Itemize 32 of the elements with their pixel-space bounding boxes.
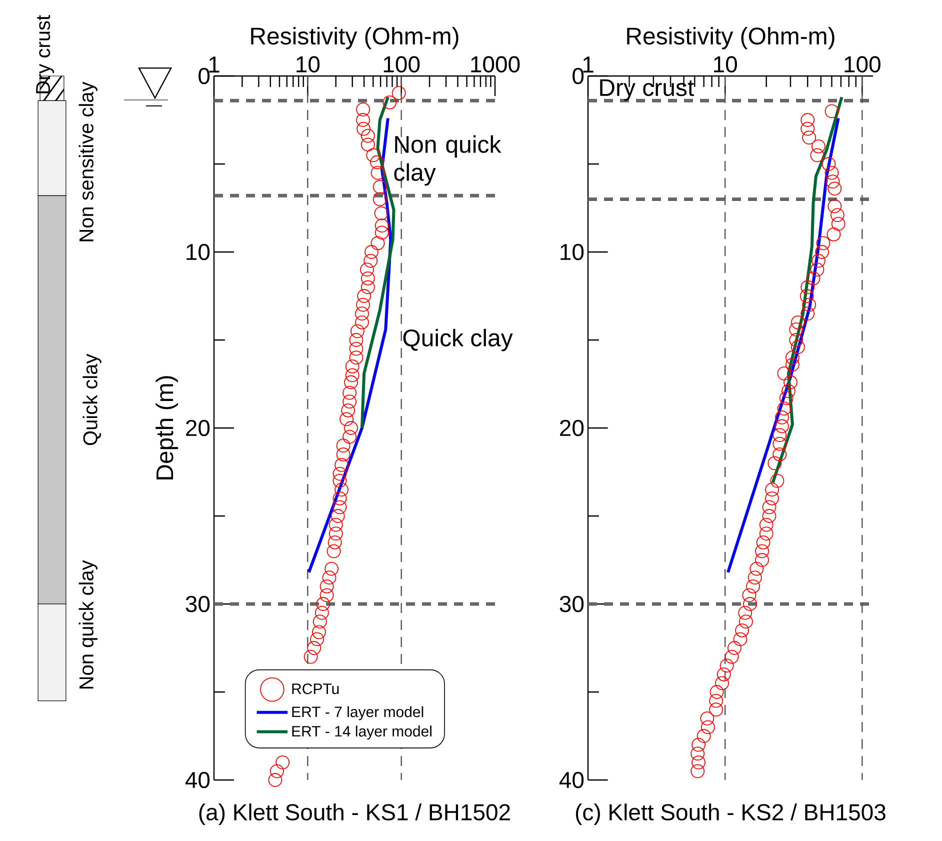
x-axis-title: Resistivity (Ohm-m): [251, 26, 458, 50]
y-tick-label: 0: [572, 68, 584, 84]
y-tick-label: 40: [559, 772, 584, 788]
text: Dry crust: [36, 15, 54, 94]
legend-label: ERT - 7 layer model: [292, 706, 424, 720]
annotation: Dry crust: [600, 79, 694, 101]
legend-label: ERT - 14 layer model: [292, 726, 432, 740]
x-axis-title: Resistivity (Ohm-m): [627, 26, 834, 50]
x-tick-label: 1: [209, 56, 220, 72]
x-tick-label: 100: [844, 56, 880, 72]
annotation: Quick clay: [403, 328, 513, 352]
text: Non quick clay: [78, 560, 98, 689]
y-tick-label: 20: [186, 420, 210, 436]
y-tick-label: 20: [560, 420, 584, 436]
y-tick-label: 0: [198, 68, 210, 84]
text: (a) Klett South - KS1 / BH1502: [199, 804, 510, 825]
y-axis-title: Depth (m): [156, 376, 178, 480]
annotation: Non quick clay: [394, 135, 502, 186]
text: Non sensitive clay: [78, 82, 98, 242]
x-tick-label: 1: [583, 56, 594, 72]
x-tick-label: 100: [384, 56, 420, 72]
text: (c) Klett South - KS2 / BH1503: [576, 804, 886, 825]
y-tick-label: 10: [560, 244, 584, 260]
text: Quick clay: [82, 354, 102, 446]
x-tick-label: 10: [296, 56, 320, 72]
legend-label: RCPTu: [292, 684, 339, 694]
x-tick-label: 10: [714, 56, 737, 72]
y-tick-label: 40: [185, 772, 210, 788]
y-tick-label: 10: [186, 244, 210, 260]
y-tick-label: 30: [560, 596, 584, 612]
x-tick-label: 1000: [471, 56, 520, 72]
y-tick-label: 30: [186, 596, 210, 612]
